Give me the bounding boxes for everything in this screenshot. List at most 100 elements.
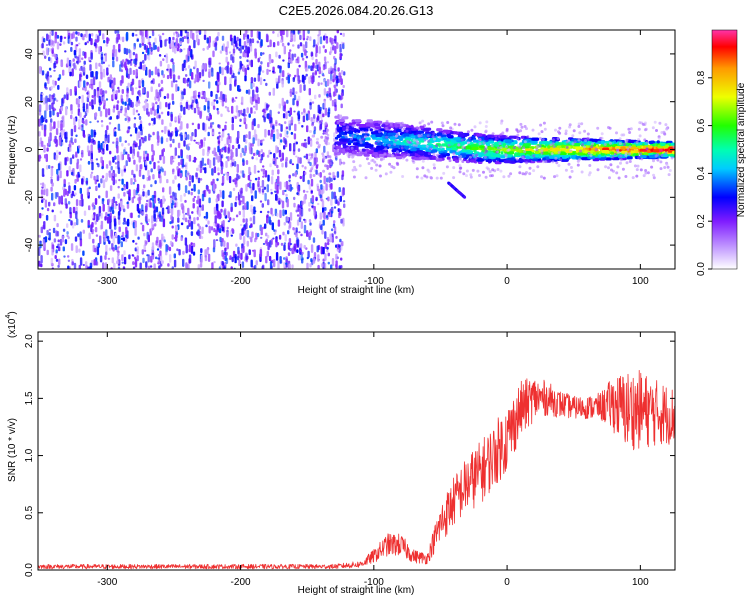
heatmap-cell (224, 146, 227, 153)
heatmap-cell (68, 66, 71, 74)
heatmap-cell (293, 110, 296, 113)
heatmap-cell (315, 64, 318, 69)
heatmap-cell (571, 142, 575, 146)
heatmap-cell (96, 246, 100, 256)
heatmap-cell (491, 132, 495, 136)
heatmap-cell (126, 190, 129, 195)
heatmap-cell (141, 51, 145, 55)
heatmap-cell (399, 124, 403, 128)
heatmap-cell (542, 160, 546, 164)
heatmap-cell (296, 100, 299, 107)
heatmap-cell (643, 128, 647, 132)
heatmap-cell (193, 139, 196, 142)
heatmap-cell (336, 146, 341, 150)
heatmap-cell (620, 133, 624, 137)
heatmap-cell (342, 200, 346, 203)
heatmap-cell (288, 263, 291, 269)
heatmap-cell (244, 67, 247, 76)
heatmap-cell (532, 154, 536, 158)
heatmap-cell (56, 231, 60, 237)
heatmap-cell (91, 104, 94, 110)
heatmap-cell (199, 258, 203, 268)
heatmap-cell (280, 199, 283, 203)
heatmap-cell (340, 218, 343, 224)
heatmap-cell (266, 234, 270, 239)
heatmap-cell (326, 136, 330, 140)
heatmap-cell (302, 30, 305, 39)
heatmap-cell (180, 203, 183, 208)
heatmap-cell (174, 116, 177, 121)
heatmap-cell (207, 253, 211, 262)
heatmap-cell (235, 178, 238, 188)
heatmap-cell (96, 179, 99, 182)
heatmap-cell (344, 134, 348, 138)
heatmap-cell (75, 211, 78, 220)
heatmap-cell (144, 98, 148, 108)
heatmap-cell (91, 32, 94, 37)
heatmap-cell (217, 224, 220, 227)
heatmap-cell (400, 121, 404, 125)
heatmap-cell (496, 150, 500, 154)
heatmap-cell (102, 141, 105, 144)
heatmap-cell (105, 251, 108, 256)
heatmap-cell (186, 225, 189, 230)
heatmap-cell (245, 89, 249, 94)
heatmap-cell (156, 115, 159, 119)
heatmap-cell (71, 68, 74, 77)
heatmap-cell (102, 262, 105, 269)
heatmap-cell (403, 155, 407, 158)
heatmap-cell (70, 193, 73, 199)
heatmap-cell (39, 240, 42, 243)
heatmap-cell (213, 261, 216, 264)
heatmap-cell (90, 129, 94, 138)
heatmap-cell (234, 115, 238, 120)
heatmap-cell (230, 266, 233, 269)
heatmap-cell (439, 145, 443, 149)
heatmap-cell (98, 147, 101, 153)
heatmap-cell (176, 166, 179, 171)
heatmap-cell (87, 133, 90, 137)
heatmap-cell (86, 108, 89, 114)
heatmap-cell (261, 203, 264, 208)
heatmap-cell (240, 200, 243, 203)
heatmap-cell (308, 219, 312, 223)
heatmap-cell (665, 163, 669, 167)
heatmap-cell (329, 51, 332, 56)
heatmap-cell (660, 131, 664, 134)
heatmap-cell (628, 152, 631, 156)
heatmap-cell (143, 43, 147, 50)
heatmap-cell (172, 36, 175, 41)
heatmap-cell (330, 183, 333, 190)
heatmap-cell (161, 260, 164, 264)
heatmap-cell (218, 66, 222, 74)
heatmap-cell (555, 174, 559, 178)
heatmap-cell (257, 180, 260, 188)
heatmap-cell (253, 94, 257, 101)
heatmap-cell (268, 91, 271, 96)
heatmap-cell (56, 245, 59, 249)
heatmap-cell (615, 171, 619, 175)
heatmap-cell (337, 67, 340, 72)
heatmap-cell (607, 126, 610, 129)
heatmap-cell (613, 152, 617, 156)
heatmap-cell (272, 237, 275, 240)
heatmap-cell (109, 221, 112, 230)
heatmap-cell (188, 180, 191, 187)
heatmap-cell (310, 190, 313, 193)
heatmap-cell (123, 185, 126, 191)
heatmap-cell (299, 42, 303, 47)
heatmap-cell (168, 36, 171, 45)
heatmap-cell (293, 53, 297, 58)
heatmap-cell (429, 147, 433, 151)
heatmap-cell (159, 101, 162, 110)
heatmap-cell (297, 114, 300, 122)
heatmap-cell (148, 137, 151, 141)
heatmap-cell (138, 85, 141, 89)
heatmap-cell (53, 108, 57, 111)
heatmap-cell (308, 88, 311, 96)
heatmap-cell (86, 82, 89, 85)
heatmap-cell (488, 140, 495, 144)
heatmap-cell (112, 235, 115, 245)
heatmap-cell (302, 189, 306, 193)
heatmap-cell (535, 148, 539, 152)
